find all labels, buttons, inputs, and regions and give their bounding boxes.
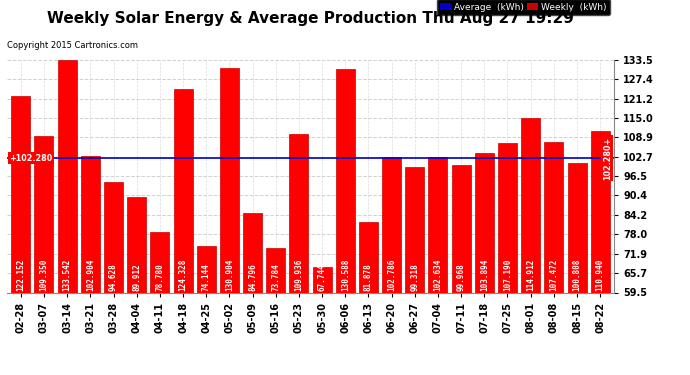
Text: 102.634: 102.634 — [433, 258, 442, 291]
Text: 78.780: 78.780 — [155, 263, 164, 291]
Legend: Average  (kWh), Weekly  (kWh): Average (kWh), Weekly (kWh) — [437, 0, 609, 15]
Text: 130.588: 130.588 — [341, 258, 350, 291]
Text: 73.784: 73.784 — [271, 263, 280, 291]
Bar — [197, 246, 216, 292]
Text: 84.796: 84.796 — [248, 263, 257, 291]
Text: 107.472: 107.472 — [549, 258, 558, 291]
Bar — [405, 167, 424, 292]
Bar — [452, 165, 471, 292]
Bar — [266, 248, 285, 292]
Bar — [567, 163, 586, 292]
Bar — [359, 222, 378, 292]
Text: 99.968: 99.968 — [457, 263, 466, 291]
Text: 89.912: 89.912 — [132, 263, 141, 291]
Text: 124.328: 124.328 — [179, 258, 188, 291]
Text: 94.628: 94.628 — [109, 263, 118, 291]
Text: Weekly Solar Energy & Average Production Thu Aug 27 19:29: Weekly Solar Energy & Average Production… — [47, 11, 574, 26]
Text: 109.936: 109.936 — [295, 258, 304, 291]
Text: 81.878: 81.878 — [364, 263, 373, 291]
Text: 110.940: 110.940 — [595, 258, 604, 291]
Bar — [498, 142, 517, 292]
Bar — [591, 131, 610, 292]
Bar — [521, 118, 540, 292]
Text: 100.808: 100.808 — [573, 258, 582, 291]
Bar — [11, 96, 30, 292]
Bar — [104, 182, 123, 292]
Text: 130.904: 130.904 — [225, 258, 234, 291]
Text: 74.144: 74.144 — [201, 263, 210, 291]
Bar — [173, 89, 193, 292]
Bar — [544, 142, 563, 292]
Text: 109.350: 109.350 — [39, 258, 48, 291]
Text: 107.190: 107.190 — [503, 258, 512, 291]
Bar — [428, 157, 448, 292]
Text: 122.152: 122.152 — [17, 258, 26, 291]
Bar — [34, 136, 54, 292]
Text: 133.542: 133.542 — [63, 258, 72, 291]
Text: Copyright 2015 Cartronics.com: Copyright 2015 Cartronics.com — [7, 41, 138, 50]
Bar — [336, 69, 355, 292]
Bar — [58, 60, 77, 292]
Text: +102.280: +102.280 — [9, 154, 52, 163]
Text: 114.912: 114.912 — [526, 258, 535, 291]
Bar — [81, 156, 100, 292]
Bar — [313, 267, 332, 292]
Text: 67.744: 67.744 — [317, 263, 326, 291]
Bar — [220, 68, 239, 292]
Bar — [150, 232, 169, 292]
Text: 102.280+: 102.280+ — [603, 136, 612, 180]
Text: 102.904: 102.904 — [86, 258, 95, 291]
Bar — [127, 197, 146, 292]
Bar — [243, 213, 262, 292]
Text: 102.786: 102.786 — [387, 258, 396, 291]
Bar — [382, 156, 401, 292]
Text: 99.318: 99.318 — [411, 263, 420, 291]
Bar — [475, 153, 494, 292]
Text: 103.894: 103.894 — [480, 258, 489, 291]
Bar — [289, 134, 308, 292]
